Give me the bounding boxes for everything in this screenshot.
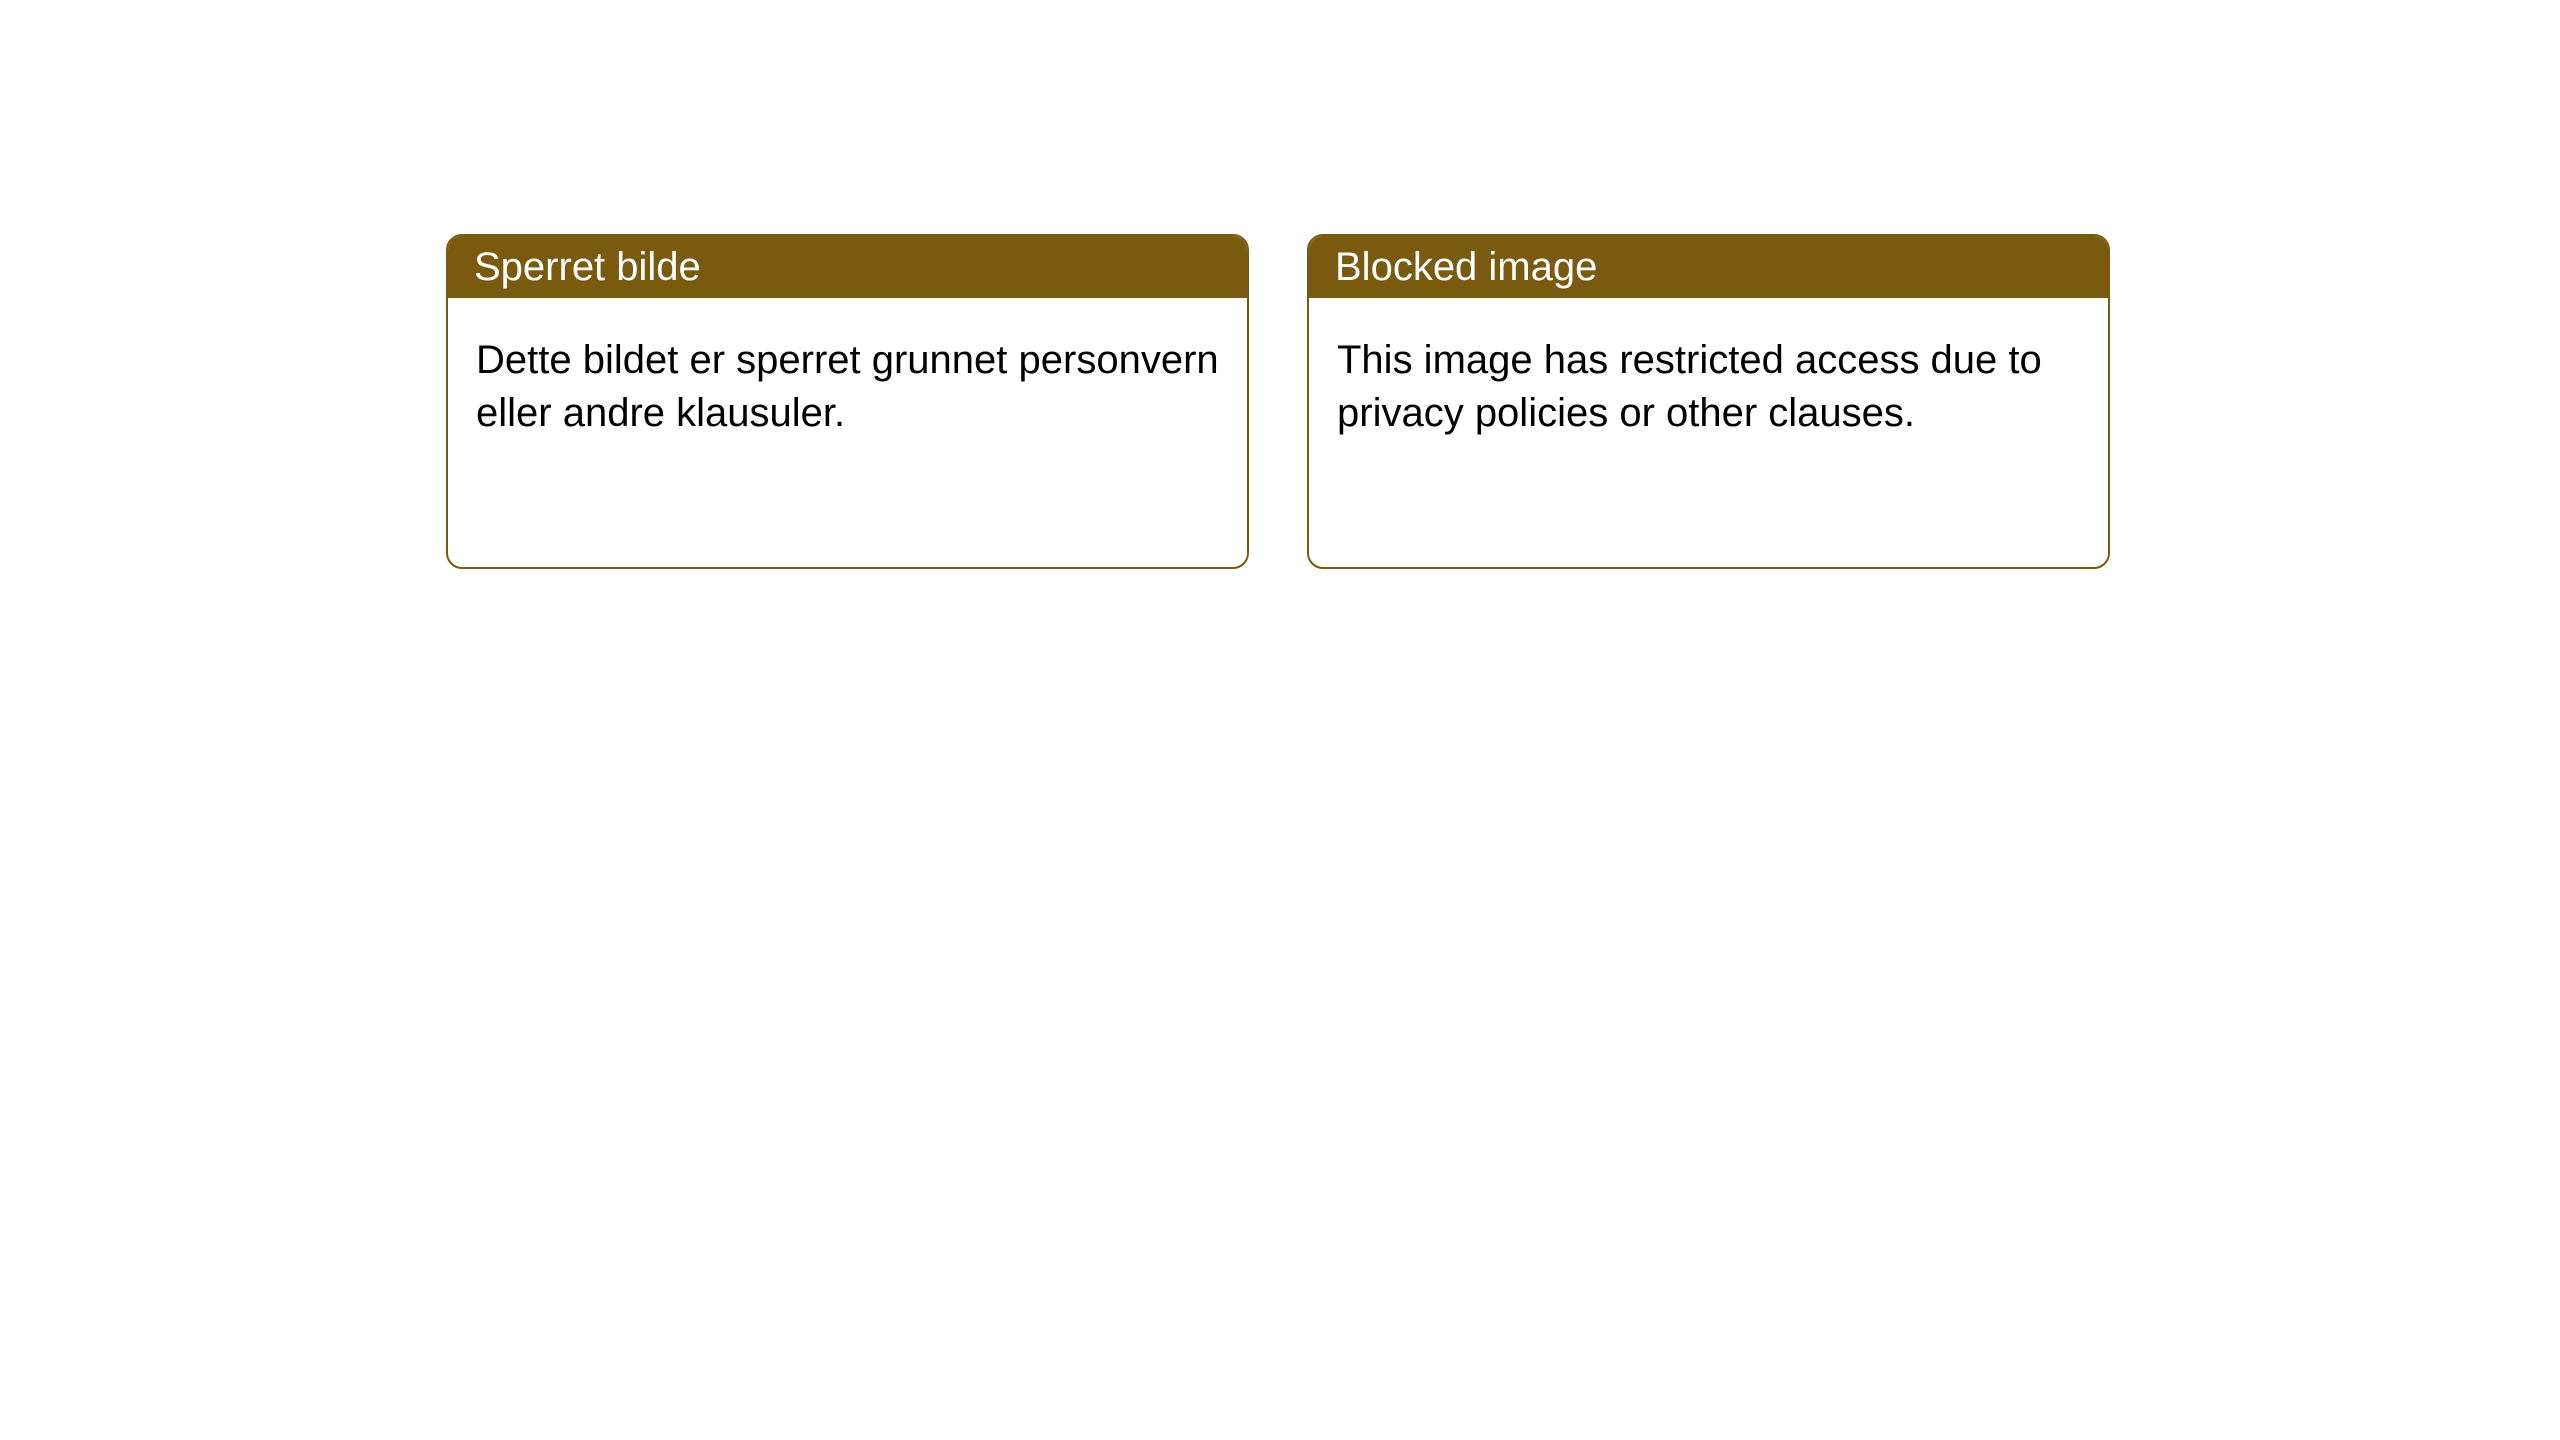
- cards-container: Sperret bilde Dette bildet er sperret gr…: [0, 0, 2560, 569]
- card-header: Blocked image: [1309, 236, 2108, 298]
- card-message: Dette bildet er sperret grunnet personve…: [476, 338, 1219, 435]
- card-body: Dette bildet er sperret grunnet personve…: [448, 298, 1247, 476]
- card-body: This image has restricted access due to …: [1309, 298, 2108, 476]
- card-title: Blocked image: [1335, 245, 1597, 290]
- card-header: Sperret bilde: [448, 236, 1247, 298]
- card-message: This image has restricted access due to …: [1337, 338, 2042, 435]
- blocked-image-card-english: Blocked image This image has restricted …: [1307, 234, 2110, 569]
- blocked-image-card-norwegian: Sperret bilde Dette bildet er sperret gr…: [446, 234, 1249, 569]
- card-title: Sperret bilde: [474, 245, 701, 290]
